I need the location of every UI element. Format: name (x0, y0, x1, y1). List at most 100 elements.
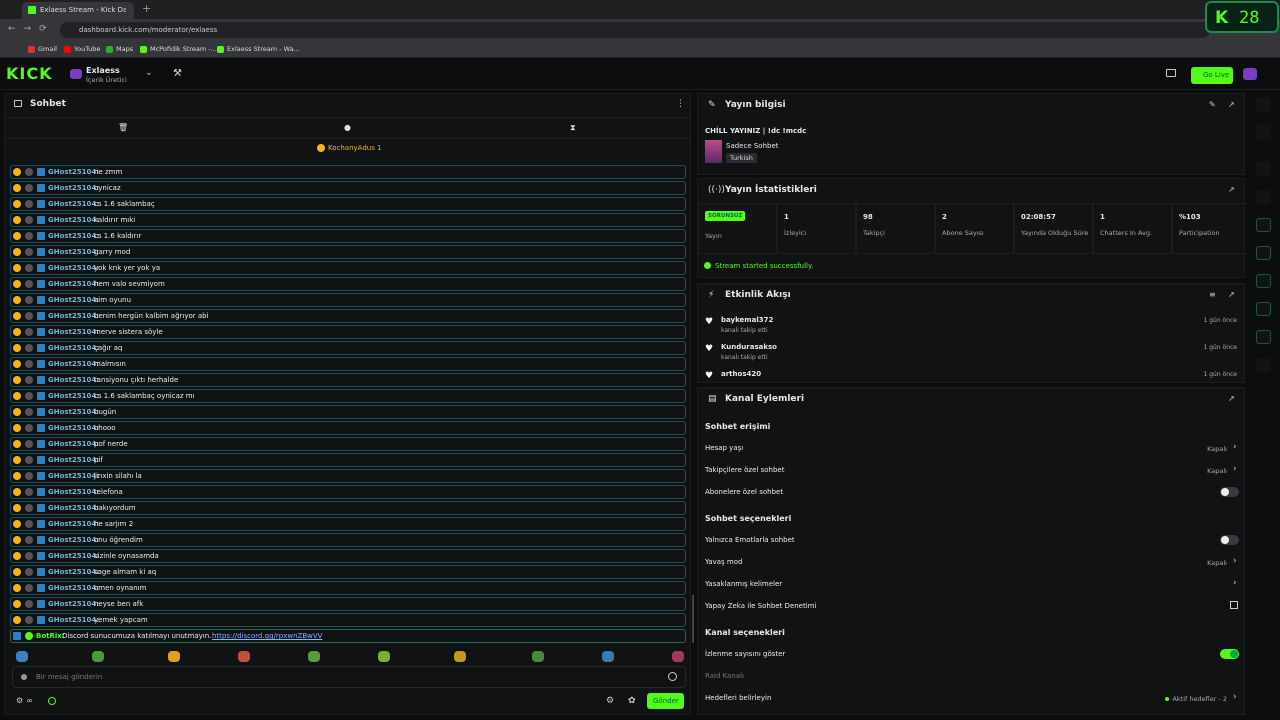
chat-status-dot (48, 697, 56, 705)
address-bar[interactable]: dashboard.kick.com/moderator/exlaess (60, 22, 1210, 38)
chat-username[interactable]: GHost25104: (48, 328, 100, 336)
emote[interactable] (16, 651, 28, 662)
panel-expand[interactable]: ↗ (1228, 185, 1235, 194)
send-button[interactable]: Gönder (647, 693, 684, 709)
user-avatar[interactable] (1243, 68, 1257, 80)
kick-logo: KICK (6, 64, 53, 83)
chat-tab-icon[interactable]: 🗑 (118, 123, 129, 132)
emote[interactable] (378, 651, 390, 662)
setting-row[interactable]: Yavaş mod › Kapalı (698, 554, 1244, 572)
sidebar-button[interactable] (1256, 125, 1271, 139)
setting-row[interactable]: Hesap yaşı › Kapalı (698, 440, 1244, 458)
event-user[interactable]: Kundurasakso (721, 343, 777, 351)
chat-username[interactable]: GHost25104: (48, 456, 100, 464)
chat-username[interactable]: GHost25104: (48, 216, 100, 224)
sidebar-button[interactable] (1256, 98, 1271, 112)
emote[interactable] (602, 651, 614, 662)
chat-tab-icon[interactable]: ⧗ (570, 123, 576, 132)
chat-username[interactable]: GHost25104: (48, 408, 100, 416)
setting-row[interactable]: Takipçilere özel sohbet › Kapalı (698, 462, 1244, 480)
setting-row[interactable]: İzlenme sayısını göster (698, 646, 1244, 664)
quick-emote-icon[interactable]: ✿ (628, 696, 636, 706)
chat-username[interactable]: GHost25104: (48, 376, 100, 384)
chat-username[interactable]: GHost25104: (48, 232, 100, 240)
event-user[interactable]: arthos420 (721, 370, 762, 378)
panel-expand[interactable]: ↗ (1228, 394, 1235, 403)
emote[interactable] (532, 651, 544, 662)
chat-message: GHost25104: hem valo sevmiyom (10, 277, 686, 291)
sidebar-button[interactable] (1256, 246, 1271, 260)
channel-switcher[interactable]: ⌄ (145, 68, 153, 78)
new-tab[interactable]: + (142, 2, 152, 15)
chat-username[interactable]: GHost25104: (48, 344, 100, 352)
setting-row[interactable]: Yalnızca Emotlarla sohbet (698, 532, 1244, 550)
sidebar-button[interactable] (1256, 302, 1271, 316)
chat-username[interactable]: GHost25104: (48, 360, 100, 368)
emote[interactable] (454, 651, 466, 662)
chat-username[interactable]: GHost25104: (48, 568, 100, 576)
setting-row[interactable]: Hedefleri belirleyin › Aktif hedefler - 2 (698, 690, 1244, 708)
pinned-count: 1 (377, 144, 382, 152)
chat-username[interactable]: GHost25104: (48, 312, 100, 320)
emote[interactable] (238, 651, 250, 662)
go-live-button[interactable]: Go Live (1191, 67, 1233, 84)
chat-username[interactable]: GHost25104: (48, 264, 100, 272)
toggle[interactable] (1220, 535, 1239, 545)
chat-username[interactable]: GHost25104: (48, 616, 100, 624)
chat-username[interactable]: GHost25104: (48, 504, 100, 512)
chat-username[interactable]: GHost25104: (48, 552, 100, 560)
bot-link[interactable]: https://discord.gg/rpxwnZBwVV (212, 632, 323, 640)
chat-username[interactable]: GHost25104: (48, 424, 100, 432)
stat-cell: 1 Chatters In Avg. (1093, 203, 1172, 254)
chat-footer-icons[interactable]: ⚙∞ (16, 696, 36, 705)
tools-icon[interactable]: ⚒ (173, 68, 182, 79)
toggle[interactable] (1220, 649, 1239, 659)
emote[interactable] (672, 651, 684, 662)
chat-username[interactable]: GHost25104: (48, 248, 100, 256)
tab[interactable]: Exlaess Stream - Kick Dashboard (22, 2, 134, 19)
settings-icon[interactable]: ⚙ (606, 696, 615, 706)
sidebar-button[interactable] (1256, 218, 1271, 232)
chat-username[interactable]: GHost25104: (48, 168, 100, 176)
chat-menu[interactable]: ⋮ (676, 99, 685, 109)
setting-row[interactable]: Yapay Zeka ile Sohbet Denetimi (698, 598, 1244, 616)
panel-expand[interactable]: ↗ (1228, 100, 1235, 109)
event-user[interactable]: baykemal372 (721, 316, 774, 324)
setting-row[interactable]: Yasaklanmış kelimeler › (698, 576, 1244, 594)
chat-username[interactable]: GHost25104: (48, 200, 100, 208)
bot-user[interactable]: BotRix: (36, 632, 65, 640)
filter-icon[interactable]: ≡ (1209, 290, 1216, 299)
sidebar-button[interactable] (1256, 162, 1271, 176)
chat-username[interactable]: GHost25104: (48, 296, 100, 304)
chat-text: bugün (94, 408, 117, 416)
emote[interactable] (308, 651, 320, 662)
chat-username[interactable]: GHost25104: (48, 488, 100, 496)
sidebar-button[interactable] (1256, 190, 1271, 204)
chat-username[interactable]: GHost25104: (48, 520, 100, 528)
emote[interactable] (168, 651, 180, 662)
edit-icon[interactable]: ✎ (1209, 100, 1216, 109)
chat-username[interactable]: GHost25104: (48, 584, 100, 592)
chat-username[interactable]: GHost25104: (48, 440, 100, 448)
chat-username[interactable]: GHost25104: (48, 472, 100, 480)
nav-buttons[interactable]: ←→⟳ (8, 24, 55, 34)
chat-message: GHost25104: onu öğrendim (10, 533, 686, 547)
screen-icon[interactable] (1166, 69, 1176, 77)
emote[interactable] (92, 651, 104, 662)
chat-username[interactable]: GHost25104: (48, 392, 100, 400)
chat-username[interactable]: GHost25104: (48, 280, 100, 288)
sidebar-button[interactable] (1256, 274, 1271, 288)
chat-message: GHost25104: omen oynanım (10, 581, 686, 595)
toggle[interactable] (1220, 487, 1239, 497)
vip-badge (25, 488, 33, 496)
sidebar-button[interactable] (1256, 330, 1271, 344)
panel-expand[interactable]: ↗ (1228, 290, 1235, 299)
chat-tab-icon[interactable]: ● (344, 123, 351, 132)
chat-username[interactable]: GHost25104: (48, 184, 100, 192)
setting-row[interactable]: Abonelere özel sohbet (698, 484, 1244, 502)
sidebar-button[interactable] (1256, 358, 1271, 372)
chat-input[interactable]: Bir mesaj gönderin (12, 666, 686, 688)
chat-username[interactable]: GHost25104: (48, 600, 100, 608)
chat-username[interactable]: GHost25104: (48, 536, 100, 544)
chat-message: GHost25104: sizinle oynasamda (10, 549, 686, 563)
